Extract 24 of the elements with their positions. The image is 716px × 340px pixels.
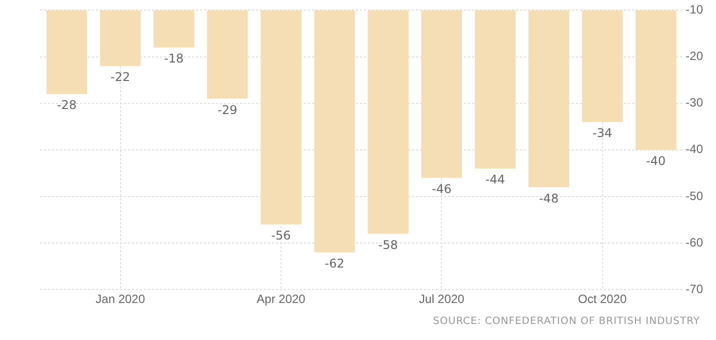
x-tick-label: Apr 2020: [256, 292, 306, 306]
y-tick-label: -10: [686, 2, 704, 17]
data-label: -56: [271, 228, 291, 243]
data-label: -22: [110, 70, 130, 84]
data-label: -40: [646, 154, 666, 168]
y-tick-label: -50: [686, 188, 704, 203]
data-label: -48: [538, 191, 559, 206]
data-label: -44: [485, 172, 506, 187]
y-tick-label: -20: [686, 49, 704, 64]
x-tick-label: Oct 2020: [578, 292, 627, 306]
y-tick-label: -60: [686, 235, 704, 250]
data-label: -58: [378, 238, 398, 252]
y-tick-label: -30: [686, 96, 704, 110]
data-label: -46: [432, 182, 452, 196]
source-note: SOURCE: CONFEDERATION OF BRITISH INDUSTRY: [432, 316, 700, 327]
y-tick-label: -40: [686, 142, 704, 156]
data-label: -34: [592, 126, 612, 140]
data-label: -28: [56, 98, 77, 112]
data-label: -18: [164, 52, 184, 66]
x-tick-label: Jul 2020: [418, 292, 465, 306]
x-tick-label: Jan 2020: [96, 292, 146, 306]
data-label: -62: [324, 256, 344, 270]
data-label: -29: [218, 102, 238, 117]
y-tick-label: -70: [686, 282, 704, 296]
